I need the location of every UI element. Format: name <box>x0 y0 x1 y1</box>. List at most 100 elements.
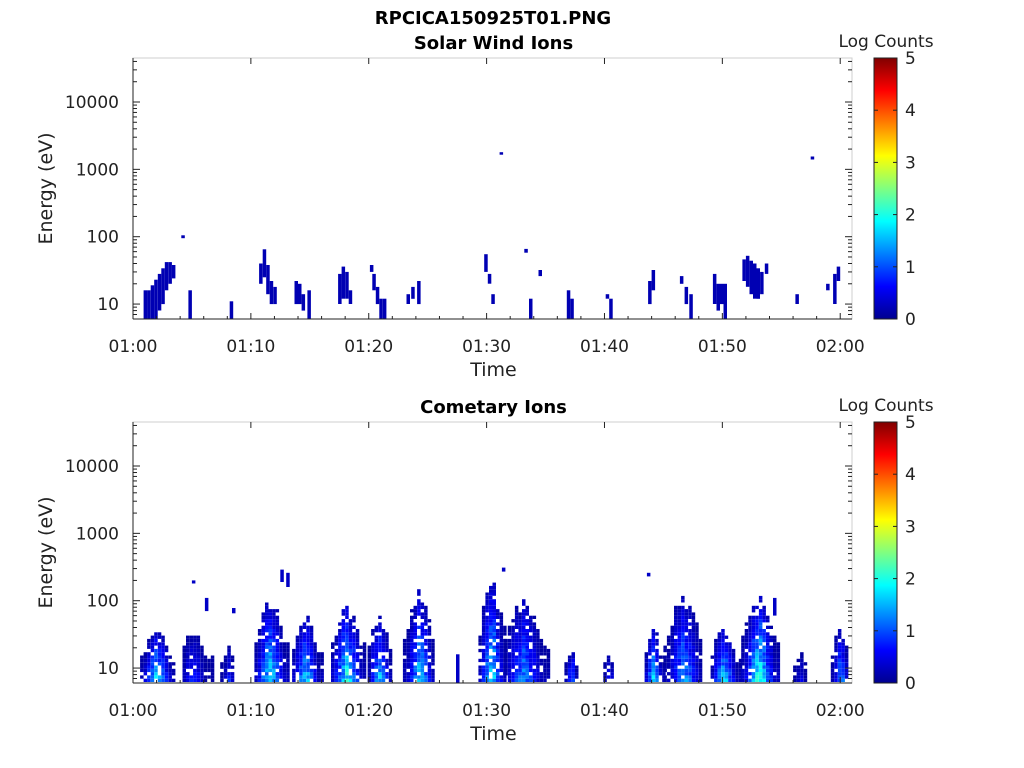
heatmap-cell <box>666 638 671 643</box>
heatmap-cell <box>406 655 410 659</box>
heatmap-cell <box>504 648 508 653</box>
heatmap-cell <box>511 675 515 679</box>
heatmap-cell <box>431 675 435 679</box>
heatmap-cell <box>499 675 504 679</box>
heatmap-cell <box>431 678 435 682</box>
heatmap-cell <box>338 645 342 649</box>
heatmap-cell <box>282 642 287 646</box>
heatmap-cell <box>268 652 272 656</box>
heatmap-cell <box>496 655 500 659</box>
heatmap-cell <box>492 632 496 636</box>
heatmap-cell <box>670 645 674 649</box>
heatmap-cell <box>766 652 770 656</box>
heatmap-cell <box>567 675 572 679</box>
heatmap-cell <box>261 612 265 616</box>
heatmap-cell <box>684 658 689 663</box>
heatmap-cell <box>485 619 489 623</box>
heatmap-cell <box>374 648 379 653</box>
heatmap-cell <box>413 622 417 626</box>
heatmap-cell <box>688 678 692 682</box>
heatmap-cell <box>684 648 689 653</box>
heatmap-cell <box>299 678 303 682</box>
heatmap-cell <box>522 652 526 656</box>
heatmap-cell <box>388 658 393 663</box>
heatmap-cell <box>758 619 763 623</box>
heatmap-cell <box>338 638 342 643</box>
heatmap-cell <box>681 609 685 613</box>
heatmap-cell <box>302 655 307 659</box>
heatmap-cell <box>161 638 165 643</box>
heatmap-cell <box>261 645 265 649</box>
heatmap-cell <box>800 672 804 676</box>
heatmap-cell <box>306 642 310 646</box>
heatmap-cell <box>193 635 197 639</box>
heatmap-cell <box>406 632 410 636</box>
heatmap-cell <box>507 652 512 656</box>
heatmap-cell <box>751 675 756 679</box>
x-axis-label: Time <box>469 359 517 381</box>
heatmap-cell <box>147 665 151 669</box>
heatmap-cell <box>481 615 486 619</box>
heatmap-cell <box>265 642 269 646</box>
heatmap-cell <box>543 675 547 679</box>
heatmap-cell <box>147 675 151 679</box>
heatmap-cell <box>309 655 314 659</box>
heatmap-cell <box>275 638 280 643</box>
heatmap-cell <box>292 668 296 673</box>
heatmap-cell <box>691 645 696 649</box>
y-axis-label: Energy (eV) <box>35 496 57 608</box>
heatmap-cell <box>728 662 732 666</box>
heatmap-cell <box>295 648 300 653</box>
heatmap-cell <box>485 648 489 653</box>
heatmap-cell <box>610 662 614 666</box>
heatmap-cell <box>518 638 522 643</box>
heatmap-cell <box>663 678 667 682</box>
heatmap-cell <box>681 619 685 623</box>
heatmap-cell <box>603 672 607 676</box>
heatmap-cell <box>280 569 284 582</box>
heatmap-cell <box>800 662 804 666</box>
heatmap-cell <box>279 668 283 673</box>
heatmap-cell <box>758 615 763 619</box>
heatmap-cell <box>345 622 349 626</box>
heatmap-cell <box>674 615 678 619</box>
heatmap-cell <box>529 675 533 679</box>
heatmap-cell <box>844 662 849 666</box>
heatmap-cell <box>536 668 540 673</box>
heatmap-cell <box>644 662 649 666</box>
heatmap-cell <box>313 672 317 676</box>
heatmap-cell <box>420 629 425 633</box>
heatmap-cell <box>766 668 770 673</box>
heatmap-cell <box>272 612 276 616</box>
heatmap-cell <box>741 672 745 676</box>
heatmap-cell <box>341 678 346 682</box>
heatmap-cell <box>331 668 335 673</box>
heatmap-cell <box>143 655 148 659</box>
heatmap-cell <box>546 652 551 656</box>
heatmap-cell <box>492 675 496 679</box>
heatmap-cell <box>345 635 349 639</box>
heatmap-cell <box>257 652 262 656</box>
heatmap-cell <box>348 648 353 653</box>
heatmap-cell <box>294 281 298 305</box>
heatmap-cell <box>529 622 533 626</box>
heatmap-cell <box>272 622 276 626</box>
heatmap-cell <box>543 672 547 676</box>
heatmap-cell <box>571 652 575 656</box>
heatmap-cell <box>210 675 215 679</box>
heatmap-cell <box>755 672 759 676</box>
heatmap-cell <box>681 678 685 682</box>
heatmap-cell <box>518 635 522 639</box>
heatmap-cell <box>546 675 551 679</box>
heatmap-cell <box>489 592 493 596</box>
heatmap-cell <box>272 625 276 629</box>
heatmap-cell <box>413 612 417 616</box>
heatmap-cell <box>755 629 759 633</box>
heatmap-cell <box>830 655 835 659</box>
heatmap-cell <box>723 283 727 319</box>
heatmap-cell <box>755 632 759 636</box>
heatmap-cell <box>748 662 752 666</box>
heatmap-cell <box>275 632 280 636</box>
heatmap-cell <box>348 638 353 643</box>
